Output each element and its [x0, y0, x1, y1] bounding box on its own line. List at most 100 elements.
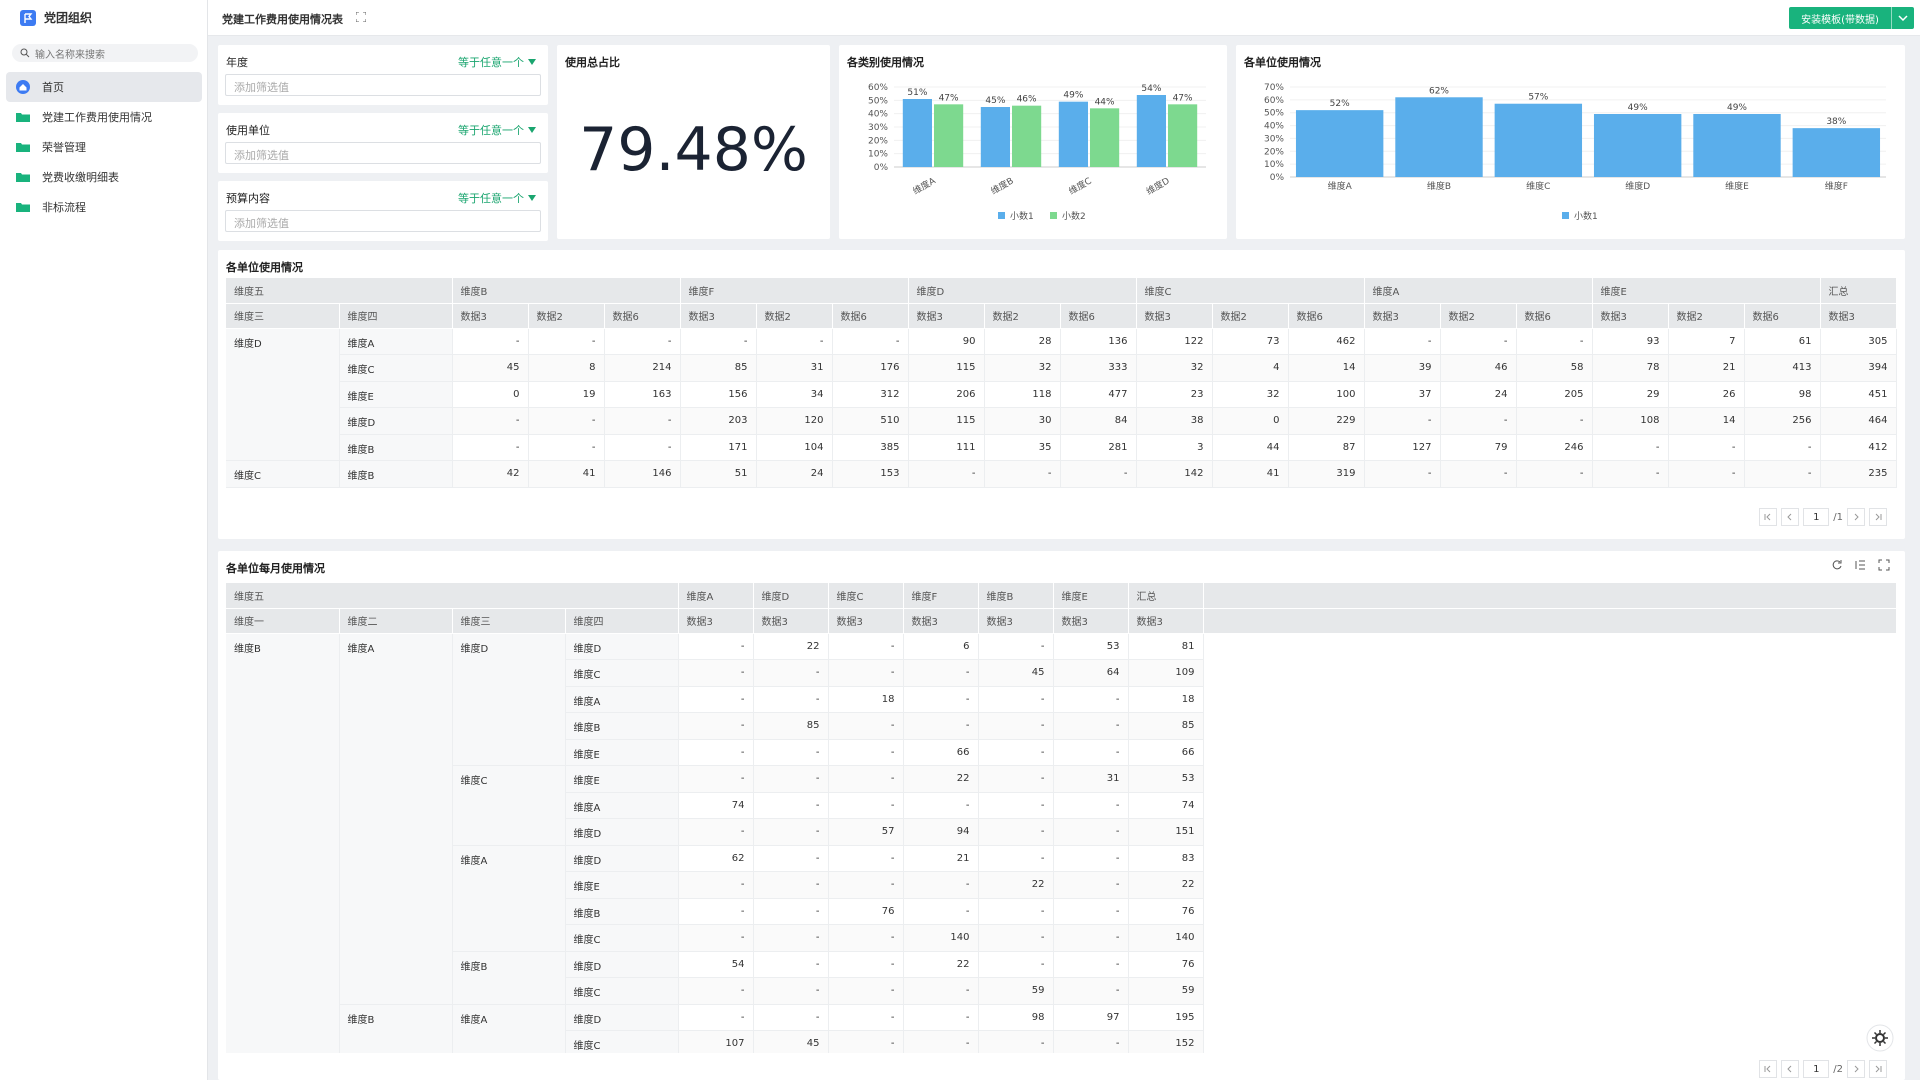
page-input[interactable]: 1: [1803, 1060, 1830, 1078]
value-cell: -: [1516, 460, 1593, 488]
prev-page[interactable]: [1781, 1060, 1800, 1078]
category-chart: 0% 10% 20% 30% 40% 50% 60% 51% 47% 维度A 45% 46% 维度B 49…: [868, 83, 1206, 222]
data-label: 45%: [985, 96, 1005, 106]
value-cell: 109: [1128, 659, 1204, 687]
measure-header: 数据3: [1592, 303, 1669, 329]
value-cell: 120: [756, 407, 833, 435]
value-cell: -: [1592, 460, 1669, 488]
menu-item[interactable]: 党建工作费用使用情况: [6, 102, 202, 132]
row-dim-cell: 维度A: [339, 633, 453, 1005]
filler-cell: [1203, 818, 1897, 845]
search-box[interactable]: 输入名称来搜索: [12, 44, 198, 62]
value-cell: -: [908, 460, 985, 488]
filter-operator[interactable]: 等于任意一个: [458, 190, 536, 206]
last-page[interactable]: [1869, 508, 1887, 526]
menu-item[interactable]: 非标流程: [6, 192, 202, 222]
value-cell: 93: [1592, 328, 1669, 355]
value-cell: 206: [908, 381, 985, 408]
value-cell: 108: [1592, 407, 1669, 435]
data-label: 52%: [1330, 99, 1350, 109]
value-cell: -: [1053, 739, 1129, 766]
last-page[interactable]: [1869, 1060, 1887, 1078]
data-label: 38%: [1826, 117, 1846, 127]
value-cell: 4: [1212, 354, 1289, 382]
filler-cell: [1203, 871, 1897, 898]
value-cell: 115: [908, 407, 985, 435]
value-cell: -: [1668, 460, 1745, 488]
value-cell: 195: [1128, 1004, 1204, 1031]
page-input[interactable]: 1: [1803, 508, 1830, 526]
legend-swatch: [998, 212, 1005, 219]
value-cell: 22: [978, 871, 1054, 899]
caret: [528, 195, 536, 201]
column-group-header: 维度E: [1592, 278, 1821, 304]
value-cell: -: [1053, 1030, 1129, 1053]
next-page[interactable]: [1847, 1060, 1865, 1078]
value-cell: 46: [1440, 354, 1517, 382]
unit-table-card: 各单位使用情况 维度五 维度B 维度F 维度D 维度C 维度A 维度E 汇总 维度三 维度四 数据3…: [218, 250, 1905, 539]
next-page[interactable]: [1847, 508, 1865, 526]
filter-input[interactable]: 添加筛选值: [225, 142, 541, 164]
bar: [980, 107, 1010, 167]
value-cell: 66: [903, 739, 979, 766]
row-dim-cell: 维度C: [565, 659, 679, 687]
value-cell: -: [828, 1030, 904, 1053]
arrow-icon: [1854, 1065, 1859, 1073]
legend-label: 小数1: [1010, 210, 1034, 222]
menu-item[interactable]: 首页: [6, 72, 202, 102]
value-cell: 256: [1744, 407, 1821, 435]
value-cell: -: [678, 871, 754, 899]
first-page[interactable]: [1759, 1060, 1778, 1078]
table-row: 维度D - - -203 120 510 115 30 84 38 0 229- - -108 14 256 4…: [226, 407, 1897, 435]
measure-header: 数据6: [1744, 303, 1821, 329]
filler-cell: [1203, 1030, 1897, 1053]
icon-shape: [19, 84, 27, 91]
value-cell: 146: [604, 460, 681, 488]
table-body: 维度D 维度A - - - - - -90 28 136 122 73 462- - -93 7 61 305 维度…: [226, 328, 1897, 488]
menu-item[interactable]: 党费收缴明细表: [6, 162, 202, 192]
dropdown-icon: [1898, 15, 1908, 21]
header-row: 维度一 维度二 维度三 维度四 数据3 数据3 数据3 数据3 数据3 数据3 数据3: [226, 608, 1897, 634]
caret: [528, 59, 536, 65]
value-cell: 66: [1128, 739, 1204, 766]
value-cell: 85: [680, 354, 757, 382]
measure-header: 数据3: [1820, 303, 1897, 329]
row-dim-header: 维度三: [226, 303, 340, 329]
arrow: [1787, 1065, 1792, 1073]
x-tick-label: 维度D: [1625, 180, 1650, 192]
filter-input[interactable]: 添加筛选值: [225, 210, 541, 232]
filter-input[interactable]: 添加筛选值: [225, 74, 541, 96]
monthly-table-card: 各单位每月使用情况 维度五 维度A 维度D 维度C 维度F 维度B 维度E 汇总 维度一 维度二维…: [218, 551, 1905, 1080]
value-cell: 61: [1744, 328, 1821, 355]
filler-cell: [1203, 633, 1897, 660]
menu-item[interactable]: 荣誉管理: [6, 132, 202, 162]
value-cell: -: [903, 871, 979, 899]
filter-operator[interactable]: 等于任意一个: [458, 54, 536, 70]
kpi-card: 使用总占比 79.48%: [557, 45, 830, 239]
dropdown-toggle[interactable]: [1891, 7, 1914, 29]
value-cell: -: [1440, 328, 1517, 355]
value-cell: -: [753, 845, 829, 872]
value-cell: 23: [1136, 381, 1213, 408]
install-template-button[interactable]: 安装模板(带数据): [1789, 7, 1914, 29]
menu: 首页 党建工作费用使用情况 荣誉管理 党费收缴明细表 非标流程: [6, 72, 202, 222]
value-cell: -: [753, 686, 829, 713]
settings-fab[interactable]: [1866, 1024, 1894, 1052]
first-page[interactable]: [1759, 508, 1778, 526]
value-cell: 34: [756, 381, 833, 408]
prev-page[interactable]: [1781, 508, 1800, 526]
value-cell: 85: [1128, 712, 1204, 740]
menu-icon: [16, 143, 30, 152]
measure-header: 数据3: [978, 608, 1054, 634]
row-dim-cell: 维度C: [452, 765, 566, 846]
row-dim-cell: 维度C: [565, 1030, 679, 1053]
measure-header: 数据3: [678, 608, 754, 634]
value-cell: 31: [1053, 765, 1129, 793]
column-group-header: 维度B: [978, 583, 1054, 609]
filter-operator[interactable]: 等于任意一个: [458, 122, 536, 138]
column-group-header: 汇总: [1820, 278, 1897, 304]
value-cell: 44: [1212, 434, 1289, 461]
icon-shape: [16, 113, 30, 122]
fullscreen-icon[interactable]: [356, 12, 366, 22]
table-toolbar[interactable]: [1831, 559, 1891, 571]
